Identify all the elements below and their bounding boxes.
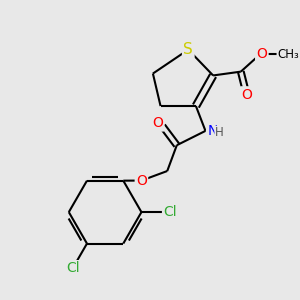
Text: H: H [215,126,224,139]
Text: O: O [256,47,267,61]
Text: Cl: Cl [66,261,80,275]
Text: O: O [136,174,147,188]
Text: S: S [183,42,193,57]
Text: N: N [207,124,218,138]
Text: Cl: Cl [163,205,177,219]
Text: O: O [241,88,252,102]
Text: CH₃: CH₃ [277,48,299,61]
Text: O: O [152,116,163,130]
